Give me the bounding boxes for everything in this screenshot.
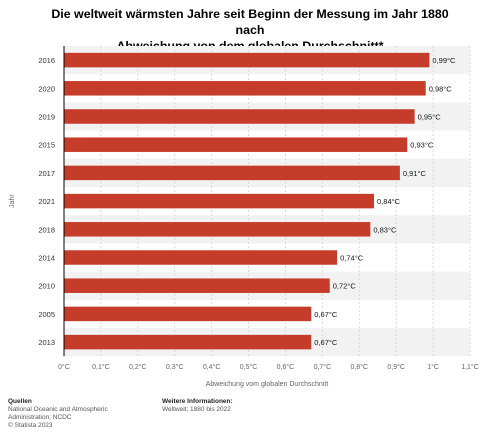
copyright: © Statista 2023: [8, 422, 53, 429]
data-label: 0,67°C: [314, 310, 338, 319]
data-label: 0,98°C: [429, 84, 453, 93]
x-tick-label: 0,7°C: [314, 363, 332, 371]
y-tick-label: 2016: [38, 56, 55, 65]
bar: [64, 81, 426, 96]
y-tick-label: 2017: [38, 169, 55, 178]
data-label: 0,99°C: [432, 56, 456, 65]
x-axis-label: Abweichung vom globalen Durchschnitt: [206, 381, 329, 388]
data-label: 0,93°C: [410, 141, 434, 150]
y-tick-label: 2010: [38, 282, 55, 291]
info-block: Weitere Informationen: Weltweit; 1880 bi…: [162, 398, 233, 414]
data-label: 0,72°C: [333, 282, 357, 291]
x-tick-label: 0,1°C: [92, 363, 110, 371]
x-tick-label: 0,9°C: [387, 363, 405, 371]
bar: [64, 250, 338, 265]
bar: [64, 334, 312, 350]
x-tick-label: 0,2°C: [129, 363, 147, 371]
bar: [64, 222, 371, 237]
y-tick-label: 2021: [38, 197, 55, 206]
bar: [64, 109, 415, 124]
y-tick-label: 2019: [38, 113, 55, 122]
x-tick-label: 0,4°C: [203, 363, 221, 371]
bar: [64, 137, 408, 152]
x-tick-label: 0,3°C: [166, 363, 184, 371]
x-tick-labels: 0°C 0,1°C 0,2°C 0,3°C 0,4°C 0,5°C 0,6°C 0,7°C 0,…: [58, 363, 479, 371]
y-axis-label: Jahr: [9, 194, 16, 208]
y-tick-label: 2013: [38, 338, 55, 347]
sources-heading: Quellen: [8, 398, 32, 405]
y-tick-labels: 2016 2020 2019 2015 2017 2021 2018 2014 2010 2005…: [38, 56, 55, 347]
y-tick-label: 2018: [38, 225, 55, 234]
chart-title-line1: Die weltweit wärmsten Jahre seit Beginn …: [51, 7, 449, 37]
data-label: 0,91°C: [403, 169, 427, 178]
bar: [64, 52, 430, 68]
data-label: 0,74°C: [340, 254, 364, 263]
bar: [64, 193, 375, 209]
sources-block: Quellen National Oceanic and Atmospheric…: [8, 398, 108, 430]
sources-line2: Administration; NCDC: [8, 414, 72, 421]
data-labels: 0,99°C 0,98°C 0,95°C 0,93°C 0,91°C 0,84°C 0,83…: [314, 56, 456, 347]
x-tick-label: 0,8°C: [350, 363, 368, 371]
y-tick-label: 2014: [38, 254, 55, 263]
x-tick-label: 0°C: [58, 363, 70, 371]
y-tick-label: 2005: [38, 310, 55, 319]
bar: [64, 278, 330, 293]
data-label: 0,83°C: [373, 225, 397, 234]
bar: [64, 306, 312, 322]
info-line1: Weltweit; 1880 bis 2022: [162, 406, 231, 413]
bars: [64, 52, 430, 350]
info-heading: Weitere Informationen:: [162, 398, 233, 405]
x-tick-label: 0,6°C: [277, 363, 295, 371]
x-tick-label: 1°C: [427, 363, 439, 371]
x-tick-label: 0,5°C: [240, 363, 258, 371]
sources-line1: National Oceanic and Atmospheric: [8, 406, 108, 413]
data-label: 0,95°C: [418, 113, 442, 122]
data-label: 0,67°C: [314, 338, 338, 347]
x-tick-label: 1,1°C: [461, 363, 479, 371]
data-label: 0,84°C: [377, 197, 401, 206]
y-tick-label: 2015: [38, 141, 55, 150]
bar: [64, 165, 400, 181]
y-tick-label: 2020: [38, 84, 55, 93]
